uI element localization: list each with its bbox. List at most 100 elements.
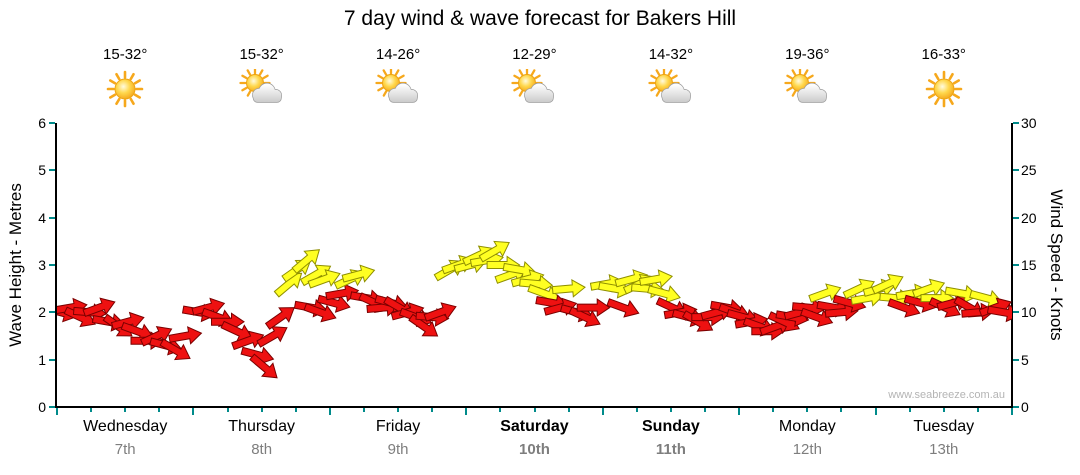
wind-arrow <box>249 353 278 379</box>
temperature-range: 15-32° <box>103 46 148 63</box>
right-axis-value: 5 <box>1021 351 1029 368</box>
wind-arrow <box>606 298 640 318</box>
wind-arrow <box>519 274 554 294</box>
left-axis-value: 5 <box>38 162 46 179</box>
chart-title: 7 day wind & wave forecast for Bakers Hi… <box>343 7 737 30</box>
axis-tick <box>806 408 809 412</box>
axis-tick <box>1013 406 1019 408</box>
day-header-sunday: 14-32° <box>603 46 739 110</box>
day-label-sunday: Sunday 11th <box>603 418 739 458</box>
day-label-saturday: Saturday 10th <box>466 418 602 458</box>
partly-cloudy-icon <box>193 68 329 110</box>
axis-tick <box>397 408 400 412</box>
day-date: 8th <box>251 441 273 458</box>
day-label-friday: Friday 9th <box>330 418 466 458</box>
wind-arrow <box>291 249 321 274</box>
wind-arrow <box>159 338 191 361</box>
bottom-axis-line <box>55 406 1013 408</box>
axis-tick <box>49 358 55 361</box>
temperature-range: 15-32° <box>239 46 284 63</box>
day-name: Sunday <box>642 418 700 435</box>
wind-arrow <box>808 283 842 303</box>
wind-arrow <box>824 302 859 322</box>
axis-tick <box>738 408 741 415</box>
temperature-range: 14-32° <box>648 46 694 63</box>
wind-arrows-layer <box>57 240 1012 379</box>
axis-tick <box>635 408 638 412</box>
wind-arrow <box>986 303 1012 323</box>
axis-tick <box>49 122 55 124</box>
axis-tick <box>1013 216 1019 219</box>
axis-tick <box>192 408 195 415</box>
axis-tick <box>908 408 911 412</box>
wind-arrow <box>82 297 116 318</box>
day-date: 7th <box>114 441 136 458</box>
axis-tick <box>601 408 604 415</box>
wind-arrow <box>191 297 226 316</box>
wind-arrow <box>256 326 288 348</box>
day-label-thursday: Thursday 8th <box>193 418 329 458</box>
left-axis-value: 0 <box>38 399 46 415</box>
axis-tick <box>362 408 365 412</box>
right-axis-line <box>1011 123 1013 408</box>
axis-tick <box>704 408 707 412</box>
temperature-range: 16-33° <box>921 46 966 63</box>
day-header-thursday: 15-32° <box>193 46 329 110</box>
axis-tick <box>499 408 502 412</box>
watermark: www.seabreeze.com.au <box>888 389 1005 401</box>
axis-tick <box>533 408 536 412</box>
wind-arrow <box>341 264 376 283</box>
left-axis-line <box>55 123 57 408</box>
temperature-range: 12-29° <box>512 46 557 63</box>
wind-arrow <box>316 294 351 313</box>
wind-arrow <box>240 346 275 365</box>
wind-arrow <box>647 285 681 304</box>
day-date: 11th <box>655 441 686 458</box>
partly-cloudy-icon <box>330 68 466 110</box>
axis-tick <box>1013 311 1019 314</box>
axis-tick <box>976 408 979 412</box>
right-axis-value: 0 <box>1021 399 1029 415</box>
day-header-wednesday: 15-32° <box>57 46 193 110</box>
wind-arrow <box>168 326 203 345</box>
axis-tick <box>49 264 55 266</box>
right-axis-value: 15 <box>1021 257 1037 273</box>
partly-cloudy-icon <box>603 68 739 110</box>
axis-tick <box>840 408 843 412</box>
partly-cloudy-icon <box>739 68 875 110</box>
left-axis-value: 3 <box>38 257 46 273</box>
wind-arrow <box>944 284 979 304</box>
right-axis-value: 10 <box>1021 304 1037 321</box>
day-date: 10th <box>519 441 550 458</box>
day-header-friday: 14-26° <box>330 46 466 110</box>
wind-arrow <box>911 278 946 299</box>
day-date: 13th <box>929 441 959 458</box>
wind-arrow <box>478 240 510 263</box>
axis-tick <box>431 408 434 412</box>
axis-tick <box>328 408 331 415</box>
left-axis-value: 4 <box>38 209 46 226</box>
day-name: Saturday <box>500 418 569 435</box>
day-header-saturday: 12-29° <box>466 46 602 110</box>
wind-arrow <box>871 273 904 295</box>
wind-arrow <box>576 298 611 318</box>
axis-tick <box>294 408 297 412</box>
axis-tick <box>49 406 55 408</box>
day-label-tuesday: Tuesday 13th <box>876 418 1012 458</box>
axis-tick <box>465 408 468 415</box>
wind-arrow <box>307 269 341 289</box>
axis-tick <box>158 408 161 412</box>
left-axis-value: 1 <box>38 351 46 368</box>
axis-tick <box>1013 169 1019 172</box>
wind-arrow <box>638 269 674 288</box>
day-label-wednesday: Wednesday 7th <box>57 418 193 458</box>
temperature-range: 19-36° <box>785 46 830 63</box>
axis-tick <box>1011 408 1013 415</box>
axis-tick <box>56 408 58 415</box>
left-axis-value: 6 <box>38 115 46 131</box>
right-axis-value: 25 <box>1021 162 1037 179</box>
axis-tick <box>1013 358 1019 361</box>
axis-tick <box>1013 122 1019 124</box>
axis-tick <box>874 408 877 415</box>
day-name: Monday <box>778 418 836 435</box>
